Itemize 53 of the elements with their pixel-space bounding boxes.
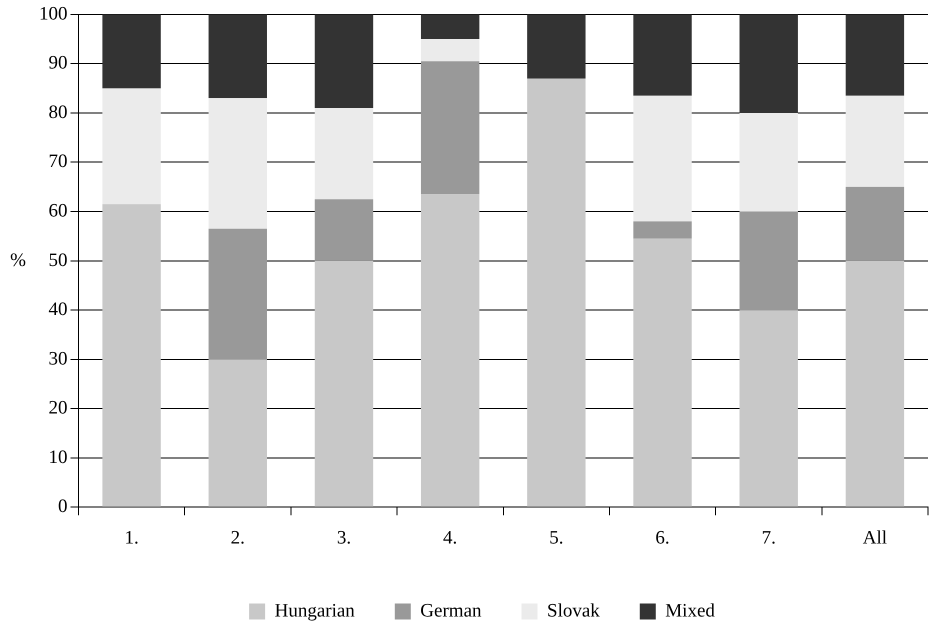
bar: [420, 14, 480, 40]
legend-label: Slovak: [547, 600, 600, 622]
bar: [420, 194, 480, 507]
x-tick-label: 7.: [762, 528, 776, 549]
legend-label: Mixed: [665, 600, 716, 622]
bar: [740, 112, 798, 212]
y-tick-label: 80: [48, 102, 68, 123]
y-tick-label: 60: [48, 200, 68, 222]
bar: [314, 260, 374, 507]
bar: [633, 96, 692, 222]
x-tick-label: 6.: [655, 528, 670, 549]
y-axis-title: %: [10, 250, 26, 271]
legend-label: Hungarian: [274, 600, 356, 622]
x-tick-label: All: [862, 528, 888, 549]
bar: [633, 238, 692, 507]
y-tick-label: 70: [48, 151, 68, 172]
bar: [740, 14, 798, 113]
x-tick-label: 1.: [124, 528, 139, 549]
y-tick-label: 30: [48, 348, 68, 370]
bar: [314, 199, 374, 261]
bar: [102, 14, 161, 88]
y-tick-label: 40: [48, 299, 68, 320]
x-tick-label: 3.: [336, 528, 352, 549]
bar: [633, 14, 692, 96]
bar: [208, 98, 267, 229]
x-tick-label: 4.: [443, 528, 458, 549]
x-tick-label: 2.: [230, 528, 245, 549]
x-tick-label: 5.: [549, 528, 564, 549]
bar: [527, 14, 586, 78]
y-tick-label: 0: [58, 496, 68, 518]
legend-label: German: [420, 600, 482, 622]
y-tick-label: 20: [48, 398, 68, 419]
bar: [314, 14, 374, 108]
bar: [208, 14, 267, 98]
bar: [102, 204, 161, 507]
bar: [420, 39, 480, 62]
y-tick-label: 90: [48, 52, 68, 74]
bar: [102, 88, 161, 204]
bar: [527, 78, 586, 507]
bar: [420, 61, 480, 194]
bar: [846, 260, 904, 507]
bar: [740, 310, 798, 507]
bar: [314, 108, 374, 200]
y-tick-label: 50: [48, 250, 68, 271]
bar: [633, 221, 692, 239]
bar: [208, 228, 267, 360]
bar: [846, 14, 904, 96]
y-tick-label: 10: [48, 446, 68, 468]
bar: [846, 96, 904, 187]
bar: [740, 212, 798, 310]
bar: [846, 186, 904, 261]
bar: [208, 359, 267, 507]
y-tick-label: 100: [39, 3, 68, 24]
